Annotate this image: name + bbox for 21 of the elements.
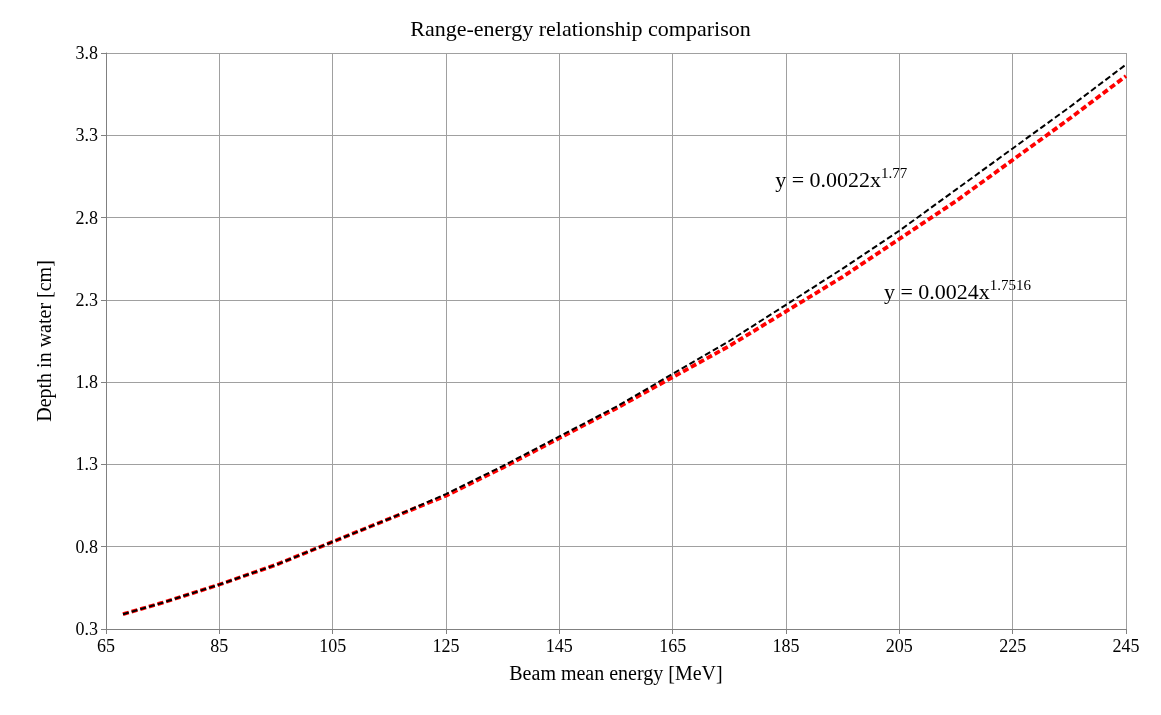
y-tick-label: 1.3 bbox=[75, 454, 98, 475]
x-tick-label: 125 bbox=[432, 636, 460, 656]
x-tick-label: 65 bbox=[97, 636, 115, 656]
x-tick-label: 245 bbox=[1112, 636, 1140, 656]
x-axis-title: Beam mean energy [MeV] bbox=[509, 662, 723, 685]
y-axis-title: Depth in water [cm] bbox=[33, 260, 56, 422]
x-tick-label: 225 bbox=[999, 636, 1027, 656]
x-tick-label: 185 bbox=[772, 636, 800, 656]
x-tick-label: 145 bbox=[545, 636, 573, 656]
x-tick-label: 165 bbox=[659, 636, 687, 656]
y-tick-label: 2.3 bbox=[75, 289, 98, 310]
y-tick-label: 2.8 bbox=[75, 207, 98, 228]
y-tick-label: 3.8 bbox=[75, 43, 98, 63]
y-tick-label: 3.3 bbox=[75, 125, 98, 146]
y-tick-label: 0.3 bbox=[75, 619, 98, 639]
y-tick-label: 1.8 bbox=[75, 372, 98, 393]
x-tick-label: 205 bbox=[885, 636, 913, 656]
x-tick-label: 85 bbox=[210, 636, 229, 656]
y-tick-label: 0.8 bbox=[75, 536, 98, 557]
chart-title: Range-energy relationship comparison bbox=[410, 15, 751, 41]
x-tick-label: 105 bbox=[319, 636, 347, 656]
